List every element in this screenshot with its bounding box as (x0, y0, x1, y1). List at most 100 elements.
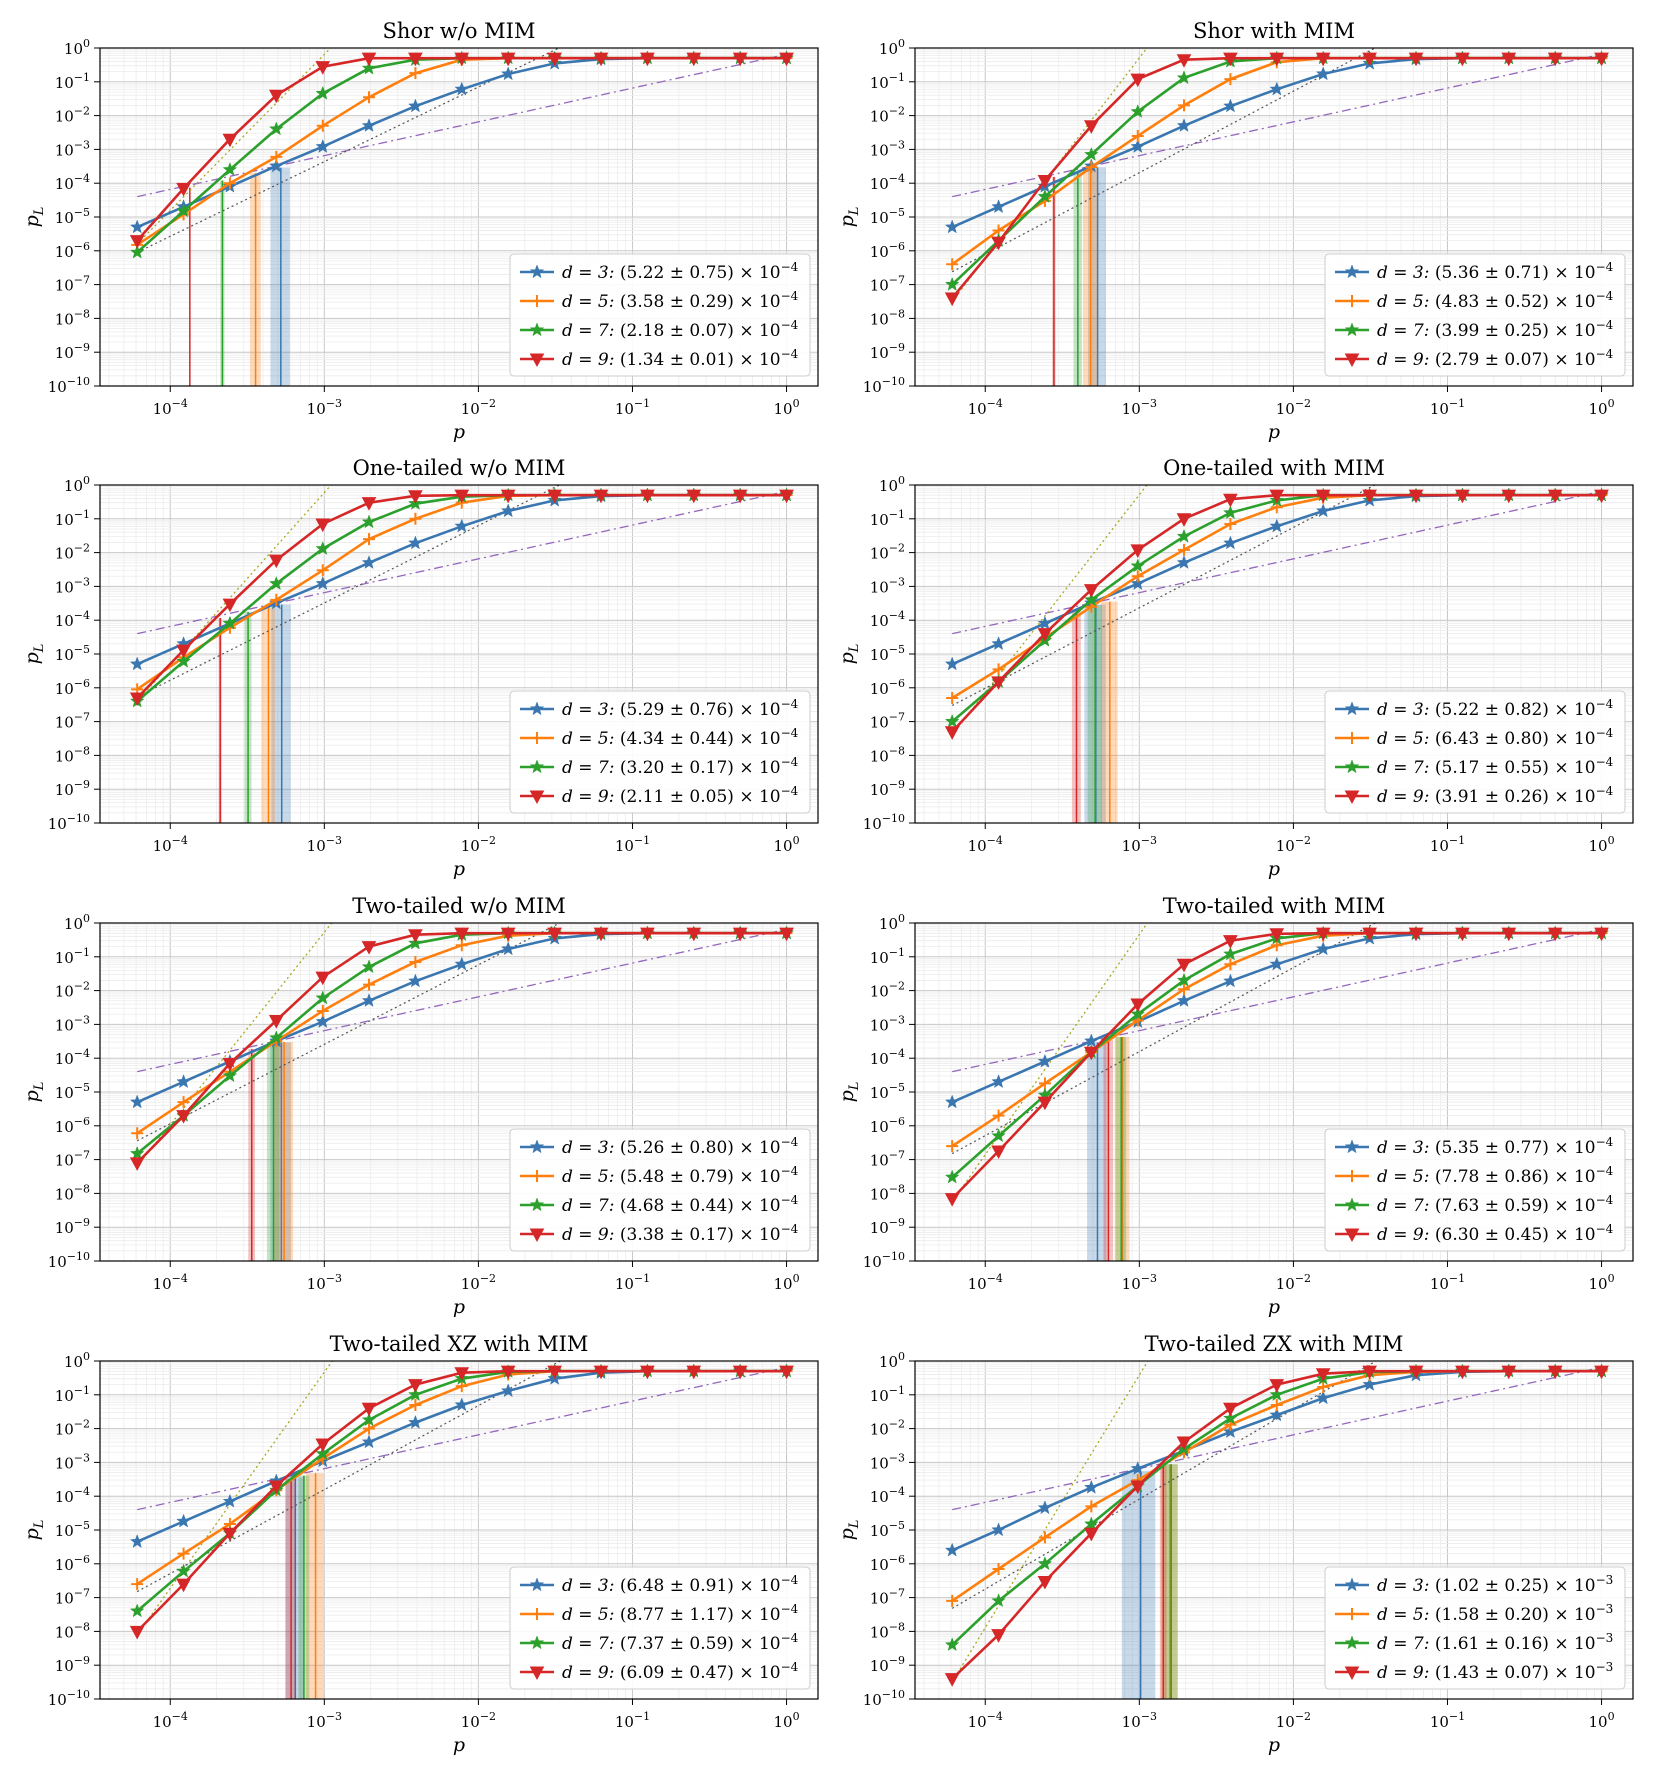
y-tick-label: 10−7 (55, 274, 90, 295)
data-point-d3 (129, 656, 145, 671)
data-point-d5 (177, 1547, 190, 1560)
y-tick-label: 10−1 (870, 71, 905, 92)
data-point-d3 (1130, 575, 1146, 590)
data-point-d9 (991, 676, 1006, 690)
y-tick-label: 10−3 (55, 575, 90, 596)
data-point-d9 (1083, 584, 1099, 598)
x-axis-label: p (453, 421, 465, 443)
x-axis-label: p (1268, 1296, 1280, 1318)
y-tick-label: 10−9 (870, 1216, 905, 1237)
data-point-d3 (991, 636, 1006, 651)
y-tick-label: 10−6 (870, 1553, 905, 1574)
x-axis-label: p (453, 1296, 465, 1318)
reference-line-linear (137, 928, 787, 1073)
data-point-d9 (1594, 52, 1609, 67)
plot-area (129, 48, 794, 386)
y-tick-label: 100 (64, 912, 90, 933)
data-point-d9 (1455, 52, 1470, 67)
data-point-d5 (1085, 1500, 1098, 1513)
legend-marker-d3 (1344, 701, 1360, 716)
plot-area (129, 485, 794, 823)
data-point-d3 (1130, 1460, 1146, 1475)
legend-label-d3: d = 3: (5.36 ± 0.71) × 10−4 (1377, 260, 1614, 283)
legend-marker-d9 (1344, 353, 1360, 368)
data-point-d5 (409, 67, 422, 80)
legend-box (1324, 1128, 1626, 1252)
data-point-d5 (992, 1109, 1005, 1122)
data-point-d3 (1223, 973, 1238, 988)
data-point-d3 (944, 1094, 960, 1109)
data-point-d9 (547, 52, 562, 67)
data-point-d5 (270, 150, 283, 163)
data-point-d9 (686, 52, 702, 67)
data-point-d3 (1269, 81, 1285, 96)
data-point-d9 (408, 929, 423, 943)
data-point-d7 (176, 653, 191, 668)
y-tick-label: 10−2 (55, 980, 90, 1001)
data-point-d9 (222, 598, 238, 613)
legend-marker-d5 (1346, 732, 1358, 744)
y-tick-label: 10−7 (870, 1149, 905, 1170)
data-point-d9 (1176, 1436, 1192, 1451)
data-point-d9 (408, 490, 423, 504)
legend: d = 3: (5.22 ± 0.75) × 10−4 d = 5: (3.58 … (509, 253, 811, 377)
reference-line-steep (136, 1361, 334, 1636)
legend-box (509, 253, 811, 377)
data-point-d9 (640, 489, 655, 504)
legend-label-d9: d = 9: (3.91 ± 0.26) × 10−4 (1377, 784, 1614, 807)
legend-marker-d7 (529, 759, 545, 774)
data-point-d9 (640, 52, 655, 67)
x-tick-label: 10−3 (1122, 834, 1157, 855)
data-point-d5 (455, 939, 468, 952)
reference-line-steep (951, 485, 1148, 736)
data-point-d9 (547, 489, 562, 504)
data-point-d7 (269, 1030, 284, 1045)
legend-label-d7: d = 7: (7.37 ± 0.59) × 10−4 (562, 1631, 799, 1654)
y-tick-label: 10−8 (870, 1620, 905, 1641)
y-tick-label: 10−3 (870, 1451, 905, 1472)
data-point-d9 (315, 971, 331, 986)
y-tick-label: 10−2 (870, 1418, 905, 1439)
data-point-d9 (1037, 175, 1053, 189)
data-point-d9 (1223, 493, 1238, 508)
legend-label-d3: d = 3: (1.02 ± 0.25) × 10−3 (1377, 1573, 1613, 1596)
data-point-d9 (361, 497, 377, 511)
chart-title: Two-tailed ZX with MIM (1145, 1332, 1404, 1356)
data-point-d9 (1408, 1365, 1424, 1380)
y-tick-label: 10−7 (870, 274, 905, 295)
data-point-d9 (1176, 54, 1192, 68)
data-point-d9 (315, 518, 331, 533)
data-point-d5 (316, 1004, 329, 1017)
legend: d = 3: (5.26 ± 0.80) × 10−4 d = 5: (5.48 … (509, 1128, 811, 1252)
data-point-d9 (1408, 52, 1424, 67)
data-point-d5 (1131, 570, 1144, 583)
data-point-d7 (408, 1387, 423, 1402)
x-tick-label: 100 (774, 834, 800, 855)
x-tick-label: 10−1 (615, 397, 650, 418)
data-point-d9 (408, 1379, 423, 1393)
legend-label-d5: d = 5: (4.83 ± 0.52) × 10−4 (1377, 289, 1614, 312)
y-tick-label: 10−1 (55, 946, 90, 967)
plot-area (129, 923, 794, 1261)
data-point-d7 (361, 1412, 377, 1427)
legend-box (509, 1566, 811, 1690)
grid (915, 1361, 1633, 1699)
y-tick-label: 10−2 (55, 542, 90, 563)
reference-line-mid (951, 1361, 1378, 1609)
y-tick-label: 10−1 (55, 508, 90, 529)
x-tick-label: 100 (774, 397, 800, 418)
data-point-d7 (1084, 592, 1099, 607)
x-tick-label: 100 (774, 1272, 800, 1293)
data-point-d9 (1315, 927, 1331, 942)
data-point-d7 (1037, 188, 1053, 203)
reference-line-linear (137, 53, 787, 198)
data-point-d9 (1501, 927, 1517, 942)
data-point-d7 (1223, 946, 1238, 961)
x-tick-label: 10−2 (1276, 834, 1311, 855)
legend-label-d9: d = 9: (1.34 ± 0.01) × 10−4 (562, 347, 799, 370)
data-point-d9 (1501, 1365, 1517, 1380)
legend-box (509, 1128, 811, 1252)
x-tick-label: 10−1 (1430, 1272, 1465, 1293)
reference-line-mid (951, 485, 1377, 707)
data-point-d9 (1037, 628, 1053, 642)
